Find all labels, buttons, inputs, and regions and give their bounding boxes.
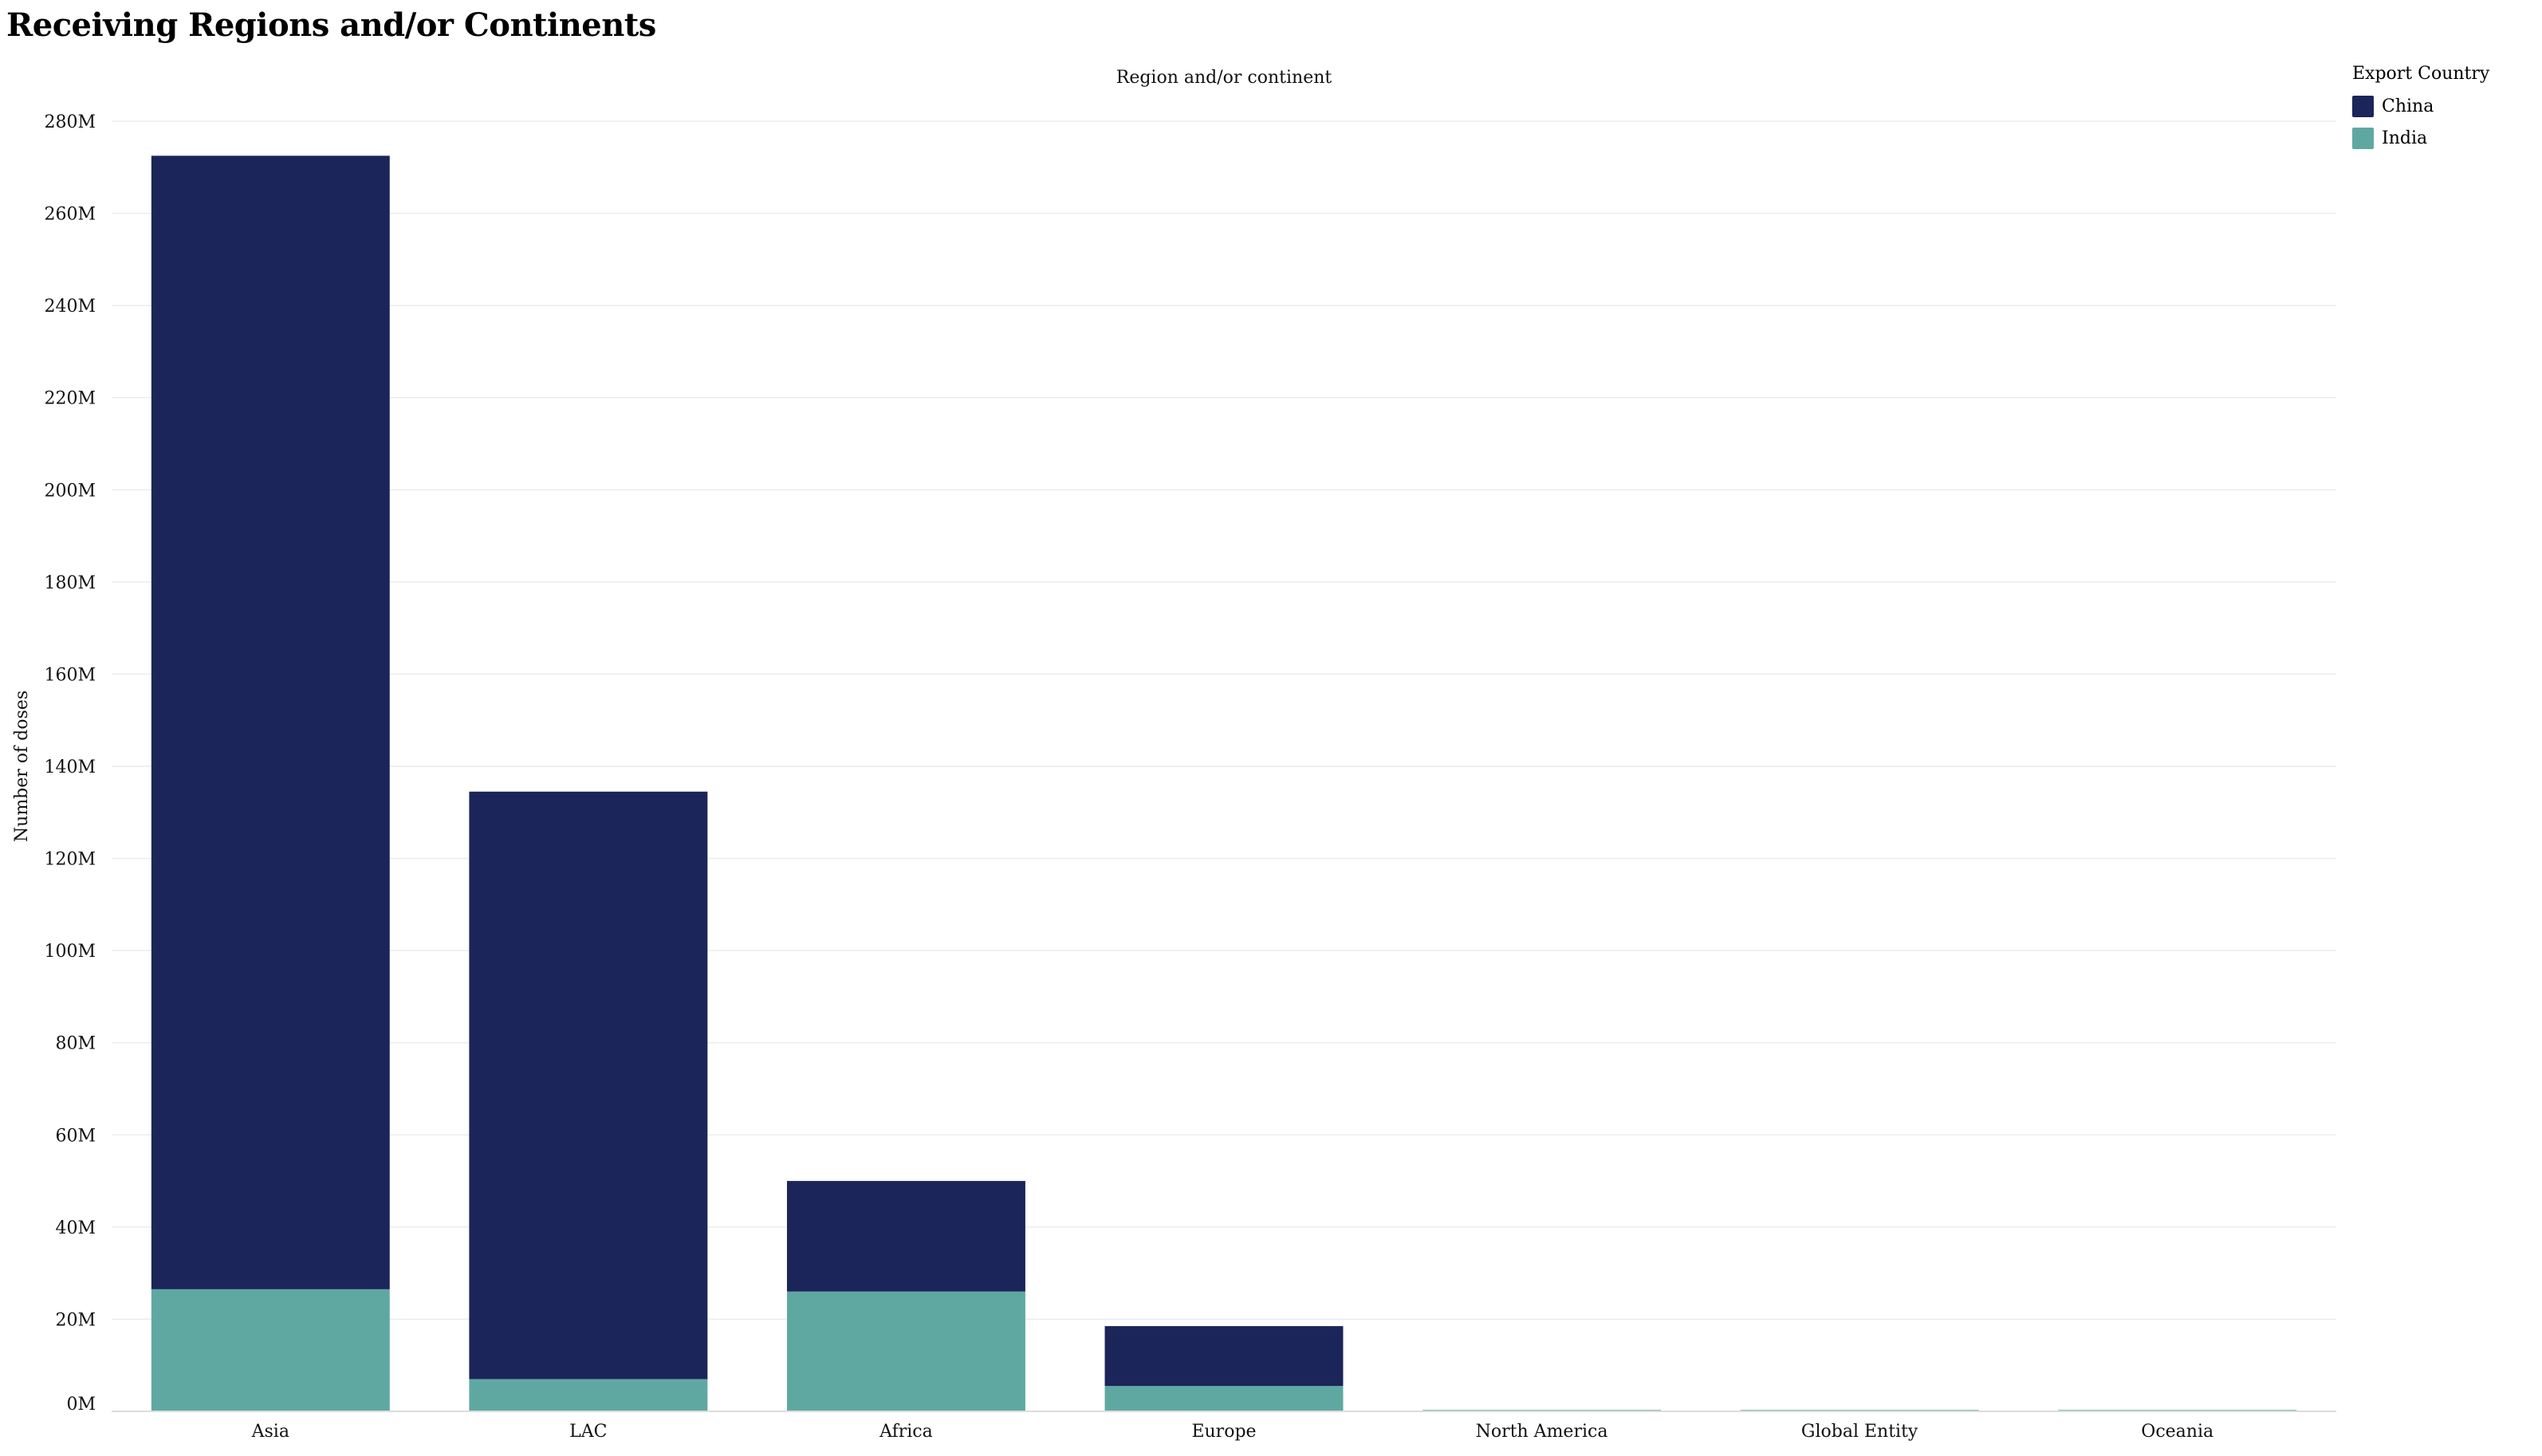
y-tick-label: 120M [44, 850, 96, 870]
x-tick-label: Asia [251, 1422, 289, 1442]
y-tick-label: 220M [44, 389, 96, 409]
bars-layer [151, 155, 2297, 1411]
bar-china-africa [786, 1181, 1025, 1292]
x-tick-label: LAC [569, 1422, 607, 1442]
legend-title: Export Country [2352, 64, 2490, 84]
x-tick-label: Europe [1191, 1422, 1256, 1442]
y-tick-label: 160M [44, 665, 96, 685]
legend-item-india[interactable]: India [2352, 122, 2489, 154]
bar-india-europe [1104, 1386, 1344, 1411]
y-tick-label: 180M [44, 573, 96, 593]
x-tick-label: Global Entity [1801, 1422, 1918, 1442]
x-tick-label: Oceania [2141, 1422, 2213, 1442]
legend-label-china: China [2382, 96, 2434, 116]
x-tick-label: Africa [879, 1422, 933, 1442]
y-tick-label: 20M [55, 1310, 96, 1330]
y-tick-label: 140M [44, 758, 96, 777]
bar-china-asia [151, 155, 390, 1289]
y-tick-label: 0M [66, 1395, 96, 1415]
x-axis-title: Region and/or continent [1116, 68, 1332, 88]
page-title: Receiving Regions and/or Continents [6, 6, 656, 44]
y-tick-label: 60M [55, 1126, 96, 1146]
bar-china-lac [469, 791, 708, 1379]
y-axis-title: Number of doses [12, 691, 32, 842]
legend-swatch-india [2352, 127, 2374, 149]
legend-label-india: India [2382, 128, 2428, 148]
bar-india-africa [786, 1291, 1025, 1411]
legend-item-china[interactable]: China [2352, 90, 2489, 122]
y-tick-label: 240M [44, 297, 96, 317]
legend-swatch-china [2352, 95, 2374, 117]
y-tick-label: 100M [44, 942, 96, 962]
grid-layer [112, 120, 2336, 1412]
x-tick-label: North America [1476, 1422, 1608, 1442]
y-tick-label: 200M [44, 481, 96, 501]
bar-india-asia [151, 1289, 390, 1411]
y-tick-label: 40M [55, 1218, 96, 1238]
y-tick-label: 80M [55, 1034, 96, 1054]
axis-layer: 0M 20M 40M 60M 80M 100M 120M 140M 160M 180M 200M 22… [12, 68, 2336, 1442]
y-tick-label: 280M [44, 112, 96, 132]
bar-india-lac [469, 1379, 708, 1411]
y-tick-label: 260M [44, 205, 96, 225]
legend: Export Country China India [2352, 64, 2489, 154]
bar-china-europe [1104, 1326, 1344, 1387]
